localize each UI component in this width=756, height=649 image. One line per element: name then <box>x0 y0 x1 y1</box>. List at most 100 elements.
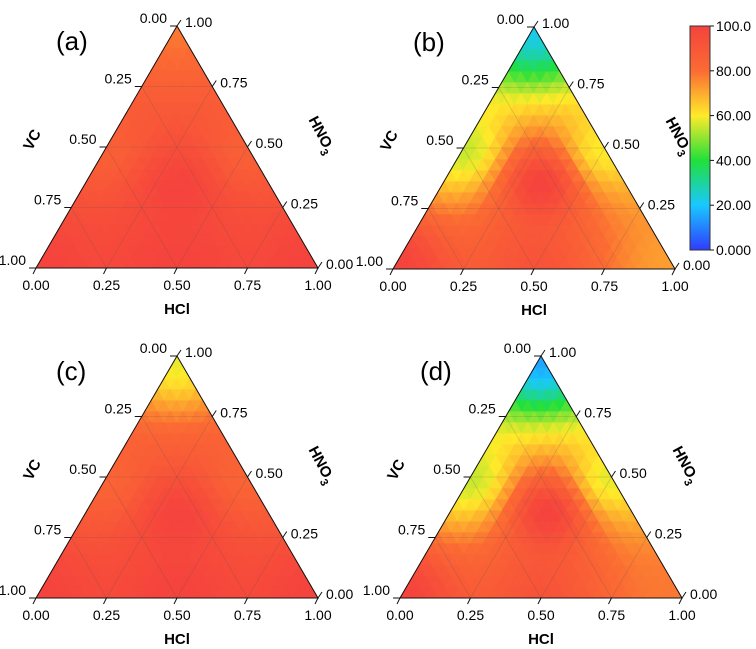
vc-tick-label: 1.00 <box>356 253 383 269</box>
colorbar-tick-label: 80.00 <box>716 63 751 79</box>
vc-tick-label: 0.75 <box>391 193 418 209</box>
ternary-grid <box>70 416 284 599</box>
vc-tick-label: 0.75 <box>398 522 425 538</box>
hcl-tick-label: 0.50 <box>527 607 554 623</box>
colorbar-tick-label: 60.00 <box>716 108 751 124</box>
hno3-tick-label: 0.50 <box>256 135 283 151</box>
hcl-tick-label: 0.25 <box>93 277 120 293</box>
contour-field <box>35 355 319 599</box>
hcl-tick-label: 0.75 <box>591 278 618 294</box>
vc-tick-label: 0.25 <box>105 401 132 417</box>
hno3-tick-label: 0.25 <box>291 196 318 212</box>
vc-tick-label: 0.75 <box>34 192 61 208</box>
hno3-tick-label: 0.50 <box>620 465 647 481</box>
panel-label: (c) <box>56 356 86 386</box>
hcl-axis-title: HCl <box>521 302 547 319</box>
panel-label: (a) <box>56 26 88 56</box>
hcl-tick-label: 0.50 <box>520 278 547 294</box>
hno3-axis-title: HNO3 <box>301 443 338 488</box>
hno3-tick-label: 0.50 <box>613 136 640 152</box>
hno3-tick-label: 1.00 <box>542 15 569 31</box>
vc-tick-label: 0.00 <box>497 11 524 27</box>
hcl-tick-label: 0.50 <box>163 607 190 623</box>
panel-a: 0.00 0.00 0.00 0.25 0.25 0.25 0.50 0.50 0.50 0.75… <box>0 10 353 318</box>
hno3-tick-label: 0.75 <box>220 405 247 421</box>
hcl-tick-label: 1.00 <box>304 607 331 623</box>
ternary-grid <box>70 86 284 269</box>
hcl-tick-label: 0.00 <box>22 277 49 293</box>
hno3-axis-title: HNO3 <box>301 113 338 158</box>
ternary-grid <box>427 87 641 270</box>
hno3-axis-title: HNO3 <box>665 443 702 488</box>
vc-axis-title: VC <box>20 457 45 484</box>
vc-tick-label: 0.50 <box>433 461 460 477</box>
hcl-tick-label: 0.00 <box>22 607 49 623</box>
hcl-tick-label: 0.75 <box>234 607 261 623</box>
hno3-tick-label: 0.25 <box>291 526 318 542</box>
hno3-tick-label: 0.75 <box>220 75 247 91</box>
panel-c: 0.00 0.00 0.00 0.25 0.25 0.25 0.50 0.50 0.50 0.75… <box>0 340 353 648</box>
hno3-tick-label: 0.75 <box>584 405 611 421</box>
hcl-tick-label: 1.00 <box>668 607 695 623</box>
hcl-tick-label: 0.75 <box>234 277 261 293</box>
hcl-tick-label: 0.00 <box>379 278 406 294</box>
hno3-tick-label: 0.00 <box>326 586 353 602</box>
hcl-tick-label: 1.00 <box>661 278 688 294</box>
vc-tick-label: 0.50 <box>69 461 96 477</box>
hno3-tick-label: 0.00 <box>690 586 717 602</box>
vc-tick-label: 0.00 <box>140 340 167 356</box>
vc-tick-label: 0.25 <box>469 401 496 417</box>
hno3-tick-label: 0.00 <box>326 256 353 272</box>
hno3-tick-label: 0.25 <box>655 526 682 542</box>
vc-tick-label: 0.00 <box>504 340 531 356</box>
vc-tick-label: 1.00 <box>0 582 26 598</box>
vc-tick-label: 0.50 <box>69 131 96 147</box>
tick-marks <box>29 349 323 605</box>
vc-tick-label: 1.00 <box>363 582 390 598</box>
hno3-tick-label: 1.00 <box>185 344 212 360</box>
hcl-tick-label: 1.00 <box>304 277 331 293</box>
tick-marks <box>29 19 323 275</box>
panel-label: (d) <box>420 356 452 386</box>
colorbar-gradient <box>689 25 711 251</box>
vc-tick-label: 0.50 <box>426 132 453 148</box>
panel-d: 0.00 0.00 0.00 0.25 0.25 0.25 0.50 0.50 0.50 0.75… <box>363 340 718 648</box>
colorbar-tick-label: 0.000 <box>716 242 751 258</box>
vc-tick-label: 0.75 <box>34 522 61 538</box>
panel-label: (b) <box>413 27 445 57</box>
ternary-grid <box>434 416 648 599</box>
hcl-tick-label: 0.75 <box>598 607 625 623</box>
vc-tick-label: 0.00 <box>140 10 167 26</box>
panel-b: 0.00 0.00 0.00 0.25 0.25 0.25 0.50 0.50 0.50 0.75… <box>356 11 711 319</box>
panels: 0.00 0.00 0.00 0.25 0.25 0.25 0.50 0.50 0.50 0.75… <box>0 10 717 648</box>
hcl-tick-label: 0.25 <box>93 607 120 623</box>
hno3-tick-label: 0.25 <box>648 197 675 213</box>
hcl-axis-title: HCl <box>164 631 190 648</box>
hno3-tick-label: 0.00 <box>683 257 710 273</box>
hno3-tick-label: 0.75 <box>577 76 604 92</box>
hcl-axis-title: HCl <box>164 301 190 318</box>
contour-field <box>392 26 676 270</box>
colorbar-tick-label: 20.00 <box>716 197 751 213</box>
contour-field <box>35 25 319 269</box>
hcl-tick-label: 0.50 <box>163 277 190 293</box>
hcl-tick-label: 0.00 <box>386 607 413 623</box>
colorbar-tick-label: 40.00 <box>716 152 751 168</box>
tick-marks <box>393 349 687 605</box>
vc-axis-title: VC <box>20 127 45 154</box>
hno3-tick-label: 0.50 <box>256 465 283 481</box>
colorbar: 0.000 20.00 40.00 60.00 80.00 100.0 <box>689 18 751 258</box>
contour-field <box>399 355 683 599</box>
vc-tick-label: 1.00 <box>0 252 26 268</box>
colorbar-tick-label: 100.0 <box>716 18 751 34</box>
hno3-tick-label: 1.00 <box>185 14 212 30</box>
vc-axis-title: VC <box>384 457 409 484</box>
hcl-axis-title: HCl <box>528 631 554 648</box>
hcl-tick-label: 0.25 <box>457 607 484 623</box>
hcl-tick-label: 0.25 <box>450 278 477 294</box>
vc-axis-title: VC <box>377 128 402 155</box>
vc-tick-label: 0.25 <box>462 72 489 88</box>
vc-tick-label: 0.25 <box>105 71 132 87</box>
tick-marks <box>386 20 680 276</box>
